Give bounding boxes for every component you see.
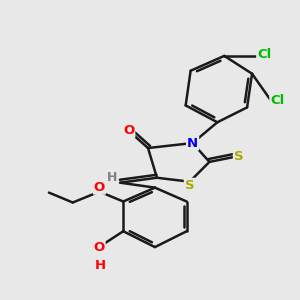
Text: O: O xyxy=(93,241,105,254)
Text: S: S xyxy=(234,150,244,164)
Text: H: H xyxy=(95,259,106,272)
Text: H: H xyxy=(107,171,117,184)
Text: Cl: Cl xyxy=(270,94,284,107)
Text: Cl: Cl xyxy=(257,49,272,62)
Text: S: S xyxy=(185,179,194,192)
Text: O: O xyxy=(94,181,105,194)
Text: O: O xyxy=(123,124,134,137)
Text: N: N xyxy=(187,136,198,150)
